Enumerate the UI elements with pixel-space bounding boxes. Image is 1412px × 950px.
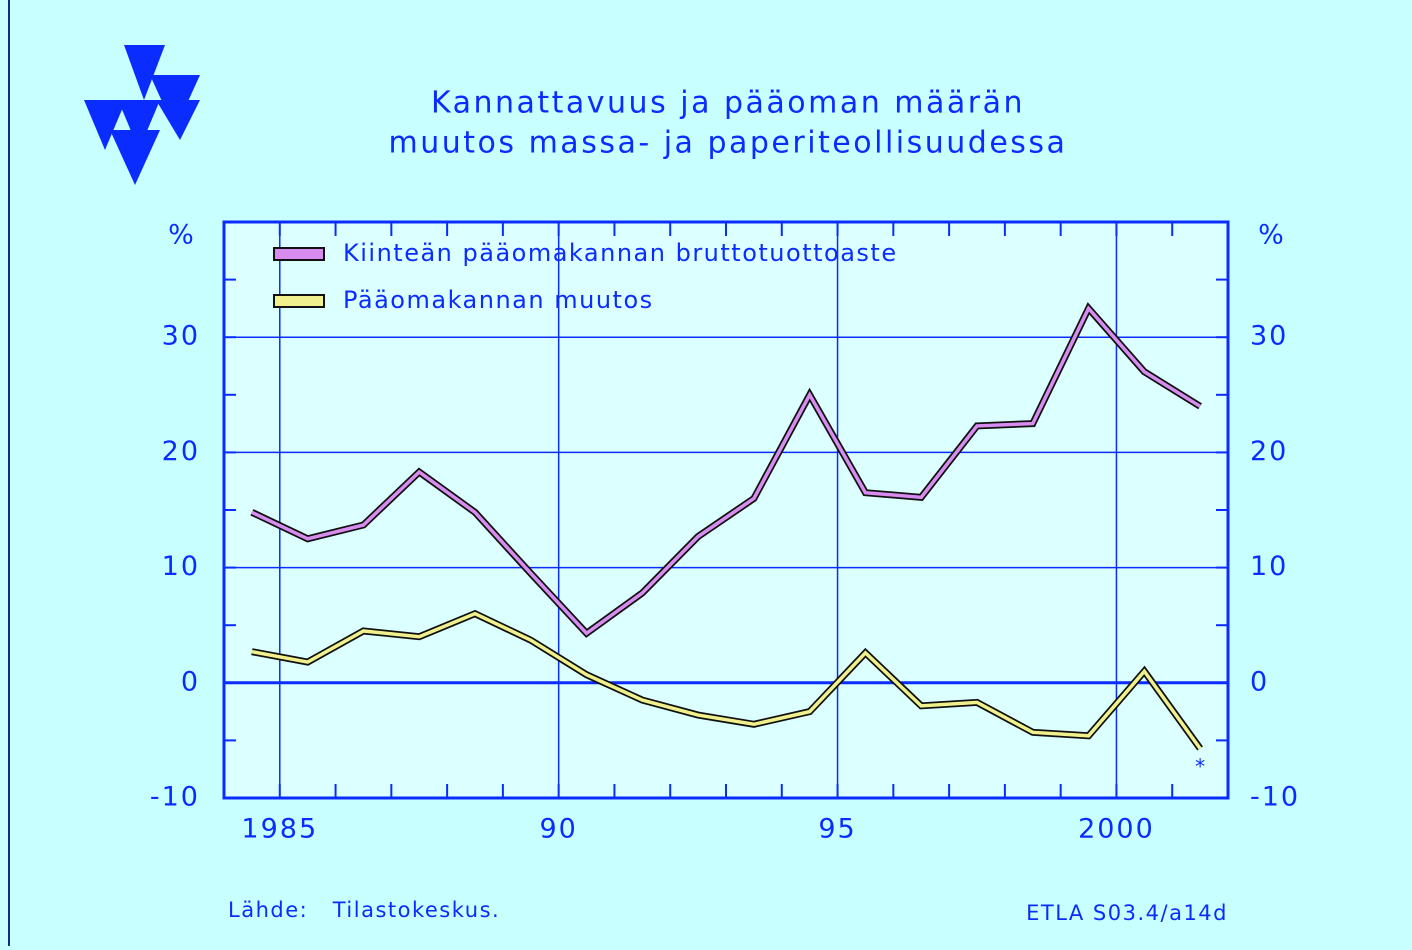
legend-swatch (273, 247, 325, 261)
y-tick-label: 20 (162, 436, 200, 467)
y-tick-label: -10 (150, 782, 200, 813)
y2-tick-label: 0 (1250, 666, 1269, 697)
x-tick-label: 2000 (1078, 814, 1155, 845)
y-tick-label: 30 (162, 321, 200, 352)
chart-title: muutos massa- ja paperiteollisuudessa (389, 126, 1068, 161)
code: ETLA S03.4/a14d (1026, 901, 1228, 925)
legend-label: Kiinteän pääomakannan bruttotuottoaste (343, 239, 898, 267)
y2-tick-label: -10 (1250, 782, 1300, 813)
line (251, 305, 1202, 636)
source: Lähde: Tilastokeskus. (228, 898, 500, 922)
annotation: * (1195, 755, 1205, 779)
plot-frame (222, 220, 1230, 800)
y2-tick-label: 10 (1250, 551, 1288, 582)
x-tick-label: 90 (539, 814, 577, 845)
plot-area (224, 222, 1228, 798)
y2-axis-label: % (1258, 220, 1286, 251)
y2-tick-label: 20 (1250, 436, 1288, 467)
y-axis-label: % (168, 220, 196, 251)
legend-label: Pääomakannan muutos (343, 286, 654, 314)
y2-tick-label: 30 (1250, 321, 1288, 352)
y-tick-label: 0 (181, 666, 200, 697)
logo (84, 45, 200, 185)
legend-swatch (273, 294, 325, 308)
x-tick-label: 1985 (241, 814, 318, 845)
x-tick-label: 95 (818, 814, 856, 845)
chart-title: Kannattavuus ja pääoman määrän (431, 86, 1025, 121)
line (251, 611, 1202, 750)
y-tick-label: 10 (162, 551, 200, 582)
